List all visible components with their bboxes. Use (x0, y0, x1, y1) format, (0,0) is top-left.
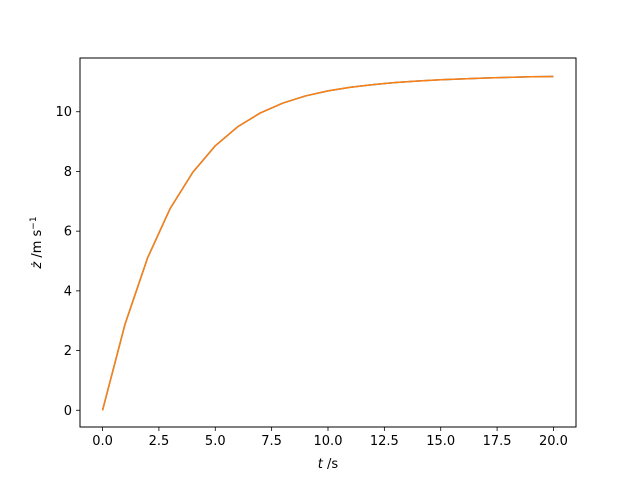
series-layer (101, 75, 554, 411)
y-tick-label: 0 (64, 404, 72, 419)
x-axis-label: t /s (318, 457, 339, 472)
x-ticks: 0.0 2.5 5.0 7.5 10.0 12.5 15.0 17.5 20.0 (92, 427, 568, 449)
x-tick-label: 20.0 (539, 434, 568, 449)
y-tick-label: 4 (64, 284, 72, 299)
y-tick-label: 2 (64, 344, 72, 359)
y-tick-label: 8 (64, 165, 72, 180)
x-axis-label-unit: /s (323, 457, 339, 472)
y-axis-label: ż /m s−1 (29, 216, 45, 269)
x-tick-label: 0.0 (92, 434, 113, 449)
x-axis-label-var: t (318, 457, 324, 472)
y-tick-label: 6 (64, 225, 72, 240)
x-tick-label: 7.5 (261, 434, 282, 449)
y-axis-label-var: ż (30, 261, 45, 270)
x-tick-label: 15.0 (426, 434, 455, 449)
x-tick-label: 10.0 (314, 434, 343, 449)
x-tick-label: 2.5 (149, 434, 170, 449)
x-tick-label: 17.5 (483, 434, 512, 449)
y-ticks: 0 2 4 6 8 10 (55, 105, 80, 419)
x-tick-label: 5.0 (205, 434, 226, 449)
y-axis-label-exp: −1 (29, 216, 39, 229)
x-tick-label: 12.5 (370, 434, 399, 449)
y-tick-label: 10 (55, 105, 72, 120)
series-line-1 (101, 75, 554, 411)
y-axis-label-unit: /m s (30, 229, 45, 261)
series-line-2 (101, 75, 554, 411)
